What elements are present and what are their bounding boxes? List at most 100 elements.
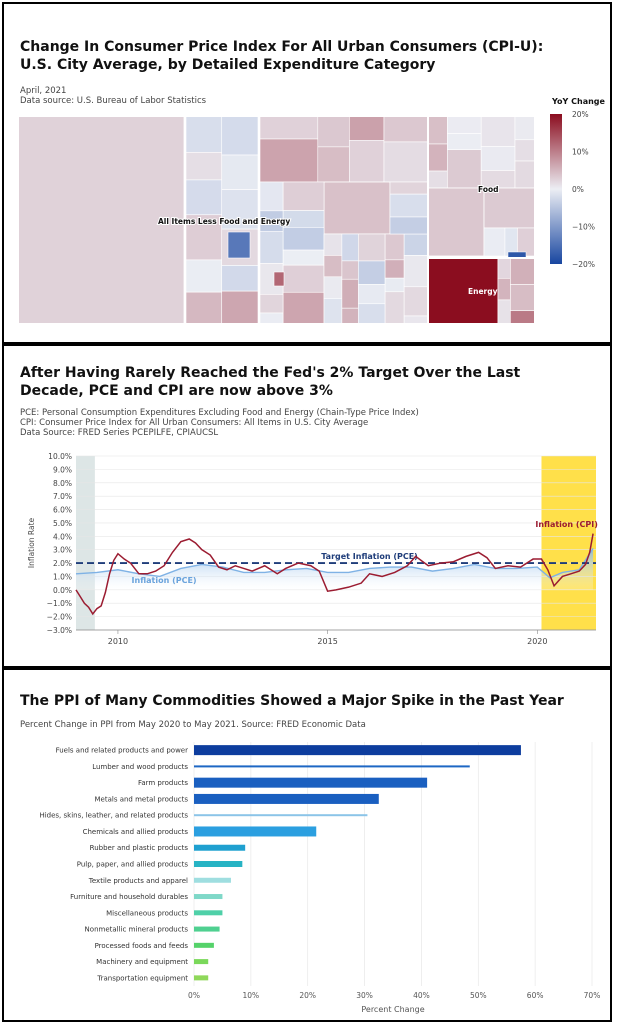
inflation-note-source: Data Source: FRED Series PCEPILFE, CPIAU…: [20, 428, 219, 438]
color-scale-tick: 20%: [572, 110, 589, 119]
bar: [194, 814, 368, 817]
x-tick-label: 10%: [243, 991, 260, 1000]
bar: [194, 745, 521, 756]
treemap-cell: [317, 146, 350, 183]
treemap-cell: [259, 138, 319, 183]
treemap-cell: [514, 139, 536, 162]
treemap-cell: [282, 227, 325, 251]
treemap-cell: [323, 255, 343, 278]
color-scale-tick: −20%: [572, 260, 595, 269]
y-tick-label: 7.0%: [53, 492, 72, 501]
treemap-cell: [185, 152, 223, 181]
treemap-cell: [323, 276, 343, 299]
treemap-cell: [282, 181, 325, 211]
treemap-cell: [427, 170, 448, 189]
bar: [194, 826, 317, 837]
y-tick-label: −2.0%: [47, 613, 72, 622]
treemap-cell: [497, 299, 511, 325]
pce-series-label: Inflation (PCE): [132, 576, 197, 585]
cpi-line: [75, 533, 594, 616]
x-tick-label: 20%: [299, 991, 316, 1000]
cpi-treemap-title: Change In Consumer Price Index For All U…: [20, 39, 544, 73]
category-label: Rubber and plastic products: [90, 844, 189, 852]
treemap-cell: [349, 139, 385, 183]
treemap-cell: [514, 115, 536, 141]
target-line-label: Target Inflation (PCE): [321, 552, 418, 561]
inflation-note-pce: PCE: Personal Consumption Expenditures E…: [20, 408, 419, 418]
cpi-series-label: Inflation (CPI): [535, 520, 598, 529]
color-scale-tick: 10%: [572, 148, 589, 157]
treemap-cell: [403, 315, 429, 325]
treemap-cell: [389, 193, 429, 218]
treemap-cell: [358, 233, 386, 262]
treemap-cell: [384, 259, 405, 279]
treemap-cell: [480, 146, 516, 171]
bar: [194, 942, 214, 948]
treemap-cell: [185, 291, 223, 325]
ppi-bar-subtitle: Percent Change in PPI from May 2020 to M…: [20, 720, 366, 730]
treemap-cell: [510, 284, 536, 312]
pce-area: [76, 548, 594, 590]
treemap-group-label: Food: [478, 185, 499, 194]
treemap-cell: [480, 115, 516, 147]
treemap-cell: [323, 181, 391, 235]
treemap-cell: [427, 115, 448, 145]
treemap-cell: [358, 284, 386, 305]
treemap-cell: [358, 303, 386, 325]
treemap-cell: [221, 115, 259, 156]
treemap-cell: [403, 255, 429, 288]
treemap-cell: [323, 298, 343, 325]
treemap-cell: [447, 133, 482, 150]
y-tick-label: 4.0%: [53, 532, 72, 541]
treemap-cell: [384, 277, 405, 293]
treemap-cell: [317, 115, 350, 148]
treemap-cell: [349, 115, 385, 141]
treemap-cell-shelter: [17, 115, 185, 325]
treemap-cell: [483, 227, 506, 257]
category-label: Processed foods and feeds: [95, 942, 189, 950]
treemap-cell: [447, 115, 482, 134]
x-tick-label: 2020: [527, 637, 547, 646]
treemap-cell: [497, 257, 511, 279]
x-tick-label: 60%: [527, 991, 544, 1000]
category-label: Machinery and equipment: [96, 958, 188, 966]
bar: [194, 765, 470, 768]
y-tick-label: 2.0%: [53, 559, 72, 568]
pce-line: [75, 547, 594, 579]
y-tick-label: −1.0%: [47, 599, 72, 608]
treemap-cell: [221, 265, 259, 292]
y-tick-label: 10.0%: [48, 452, 72, 461]
x-tick-label: 50%: [470, 991, 487, 1000]
bar: [194, 877, 231, 883]
color-scale-tick: 0%: [572, 185, 584, 194]
treemap-group-label: Energy: [468, 287, 498, 296]
bar: [194, 894, 223, 900]
treemap-cell: [403, 233, 429, 256]
treemap-cell: [447, 149, 482, 189]
bar: [194, 793, 379, 804]
treemap-group-label: All Items Less Food and Energy: [158, 217, 290, 226]
y-tick-label: 9.0%: [53, 465, 72, 474]
color-scale-tick: −10%: [572, 223, 595, 232]
category-label: Nonmetallic mineral products: [85, 926, 189, 934]
cpi-treemap-panel: Change In Consumer Price Index For All U…: [2, 2, 612, 344]
bar: [194, 975, 209, 981]
treemap-cell: [514, 160, 536, 189]
inflation-line-panel: After Having Rarely Reached the Fed's 2%…: [2, 344, 612, 668]
color-scale-bar: [550, 114, 562, 264]
treemap-cell: [341, 233, 359, 262]
treemap-cell: [185, 179, 223, 216]
treemap-cell: [259, 312, 284, 325]
treemap-cell: [403, 286, 429, 317]
treemap-cell: [497, 277, 511, 301]
x-axis-label: Percent Change: [361, 1005, 424, 1014]
bar: [194, 910, 223, 916]
treemap-cell: [282, 249, 325, 266]
treemap-cell: [358, 260, 386, 285]
color-scale-title: YoY Change: [551, 97, 606, 106]
bar: [194, 844, 246, 851]
cpi-treemap-date: April, 2021: [20, 86, 67, 96]
treemap-cell-negative: [227, 231, 251, 259]
treemap-cell: [510, 257, 536, 285]
x-tick-label: 0%: [188, 991, 200, 1000]
